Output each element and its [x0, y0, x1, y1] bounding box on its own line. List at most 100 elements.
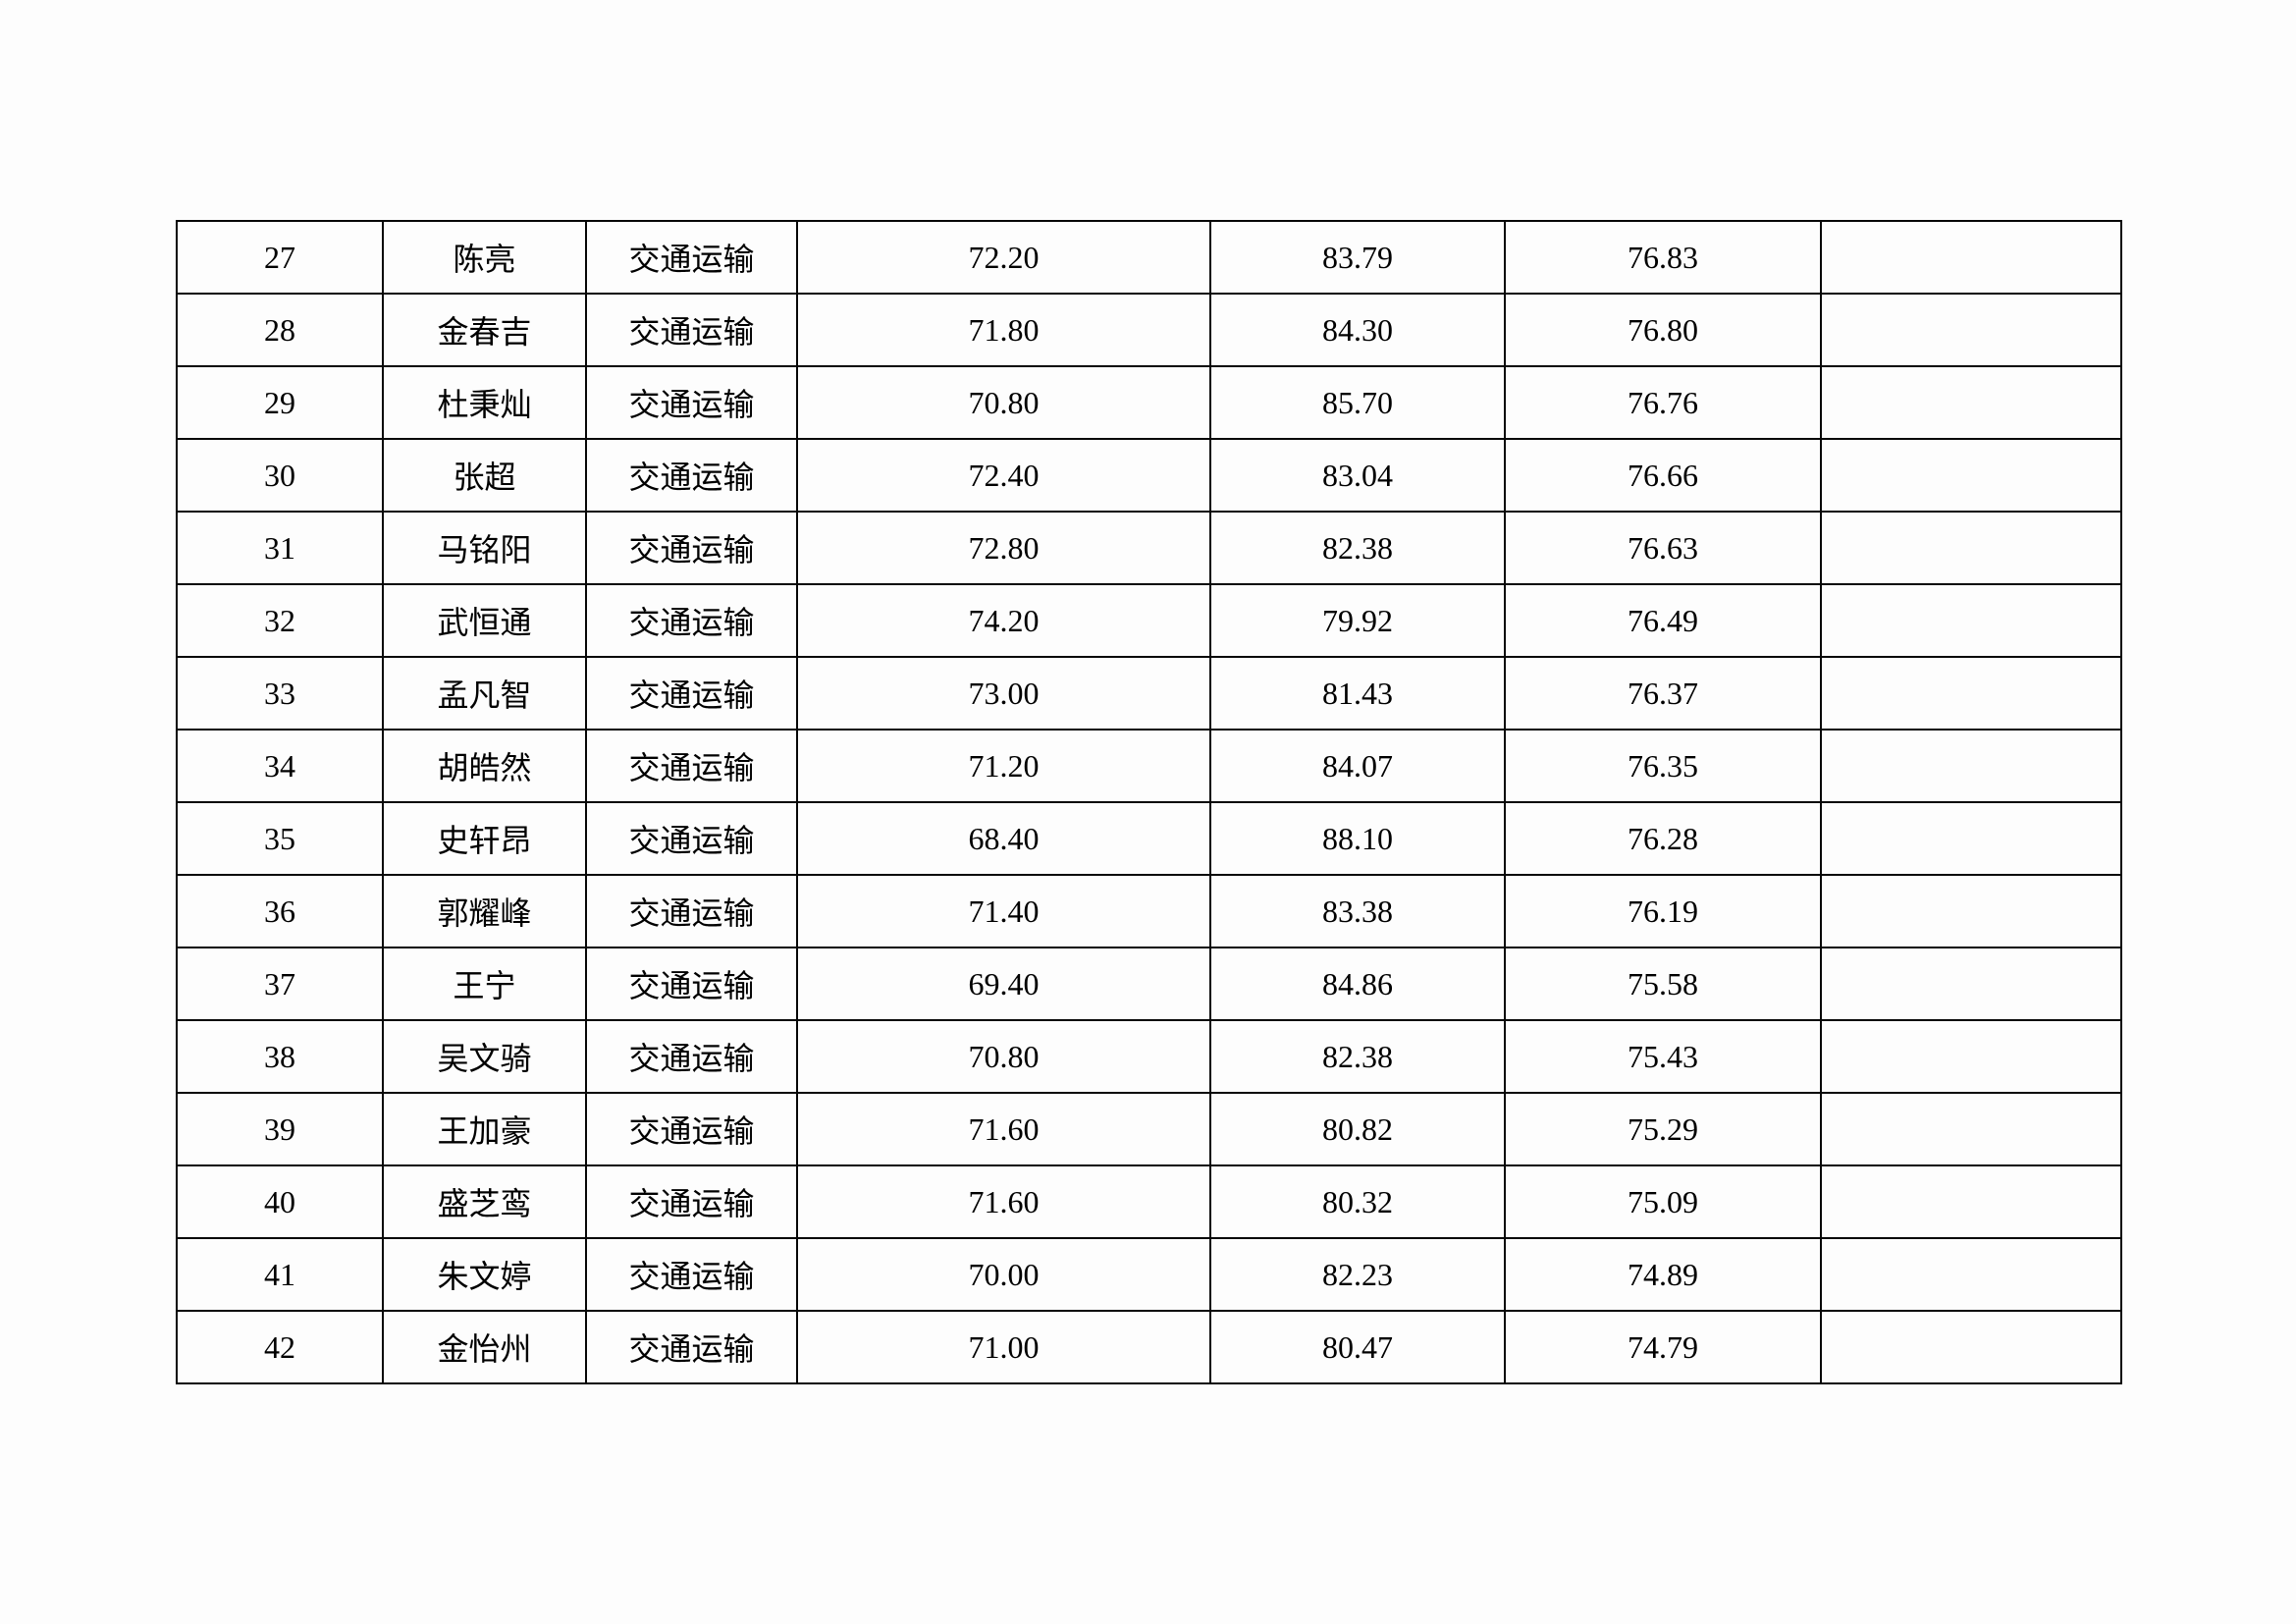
- cell-score2: 83.79: [1210, 221, 1505, 294]
- cell-empty: [1821, 439, 2121, 512]
- table-row: 36 郭耀峰 交通运输 71.40 83.38 76.19: [177, 875, 2121, 947]
- cell-category: 交通运输: [586, 947, 797, 1020]
- cell-name: 王宁: [383, 947, 586, 1020]
- cell-index: 36: [177, 875, 383, 947]
- cell-score1: 69.40: [797, 947, 1210, 1020]
- cell-category: 交通运输: [586, 730, 797, 802]
- cell-score1: 71.60: [797, 1165, 1210, 1238]
- cell-index: 42: [177, 1311, 383, 1383]
- cell-name: 吴文骑: [383, 1020, 586, 1093]
- cell-score2: 82.38: [1210, 1020, 1505, 1093]
- cell-category: 交通运输: [586, 1311, 797, 1383]
- cell-score3: 76.83: [1505, 221, 1821, 294]
- cell-score2: 85.70: [1210, 366, 1505, 439]
- cell-empty: [1821, 875, 2121, 947]
- cell-category: 交通运输: [586, 584, 797, 657]
- table-row: 33 孟凡智 交通运输 73.00 81.43 76.37: [177, 657, 2121, 730]
- cell-score3: 76.19: [1505, 875, 1821, 947]
- cell-category: 交通运输: [586, 1020, 797, 1093]
- cell-score2: 83.38: [1210, 875, 1505, 947]
- cell-index: 41: [177, 1238, 383, 1311]
- cell-score3: 74.89: [1505, 1238, 1821, 1311]
- cell-empty: [1821, 802, 2121, 875]
- cell-score3: 76.76: [1505, 366, 1821, 439]
- cell-score1: 71.20: [797, 730, 1210, 802]
- table-row: 41 朱文婷 交通运输 70.00 82.23 74.89: [177, 1238, 2121, 1311]
- cell-empty: [1821, 1311, 2121, 1383]
- table-row: 32 武恒通 交通运输 74.20 79.92 76.49: [177, 584, 2121, 657]
- cell-empty: [1821, 1093, 2121, 1165]
- table-row: 42 金怡州 交通运输 71.00 80.47 74.79: [177, 1311, 2121, 1383]
- cell-index: 31: [177, 512, 383, 584]
- table-row: 30 张超 交通运输 72.40 83.04 76.66: [177, 439, 2121, 512]
- cell-category: 交通运输: [586, 1165, 797, 1238]
- table-row: 29 杜秉灿 交通运输 70.80 85.70 76.76: [177, 366, 2121, 439]
- cell-name: 王加豪: [383, 1093, 586, 1165]
- cell-score1: 71.40: [797, 875, 1210, 947]
- cell-empty: [1821, 584, 2121, 657]
- cell-score1: 72.80: [797, 512, 1210, 584]
- cell-category: 交通运输: [586, 657, 797, 730]
- cell-score2: 82.23: [1210, 1238, 1505, 1311]
- cell-index: 34: [177, 730, 383, 802]
- cell-score1: 70.80: [797, 1020, 1210, 1093]
- cell-score1: 72.40: [797, 439, 1210, 512]
- cell-score1: 71.80: [797, 294, 1210, 366]
- cell-score3: 74.79: [1505, 1311, 1821, 1383]
- cell-index: 27: [177, 221, 383, 294]
- cell-score3: 76.37: [1505, 657, 1821, 730]
- cell-score2: 84.86: [1210, 947, 1505, 1020]
- cell-score1: 71.60: [797, 1093, 1210, 1165]
- table-row: 38 吴文骑 交通运输 70.80 82.38 75.43: [177, 1020, 2121, 1093]
- cell-score3: 75.43: [1505, 1020, 1821, 1093]
- cell-category: 交通运输: [586, 366, 797, 439]
- cell-score2: 88.10: [1210, 802, 1505, 875]
- table-row: 27 陈亮 交通运输 72.20 83.79 76.83: [177, 221, 2121, 294]
- cell-score3: 76.35: [1505, 730, 1821, 802]
- cell-score1: 74.20: [797, 584, 1210, 657]
- cell-score1: 71.00: [797, 1311, 1210, 1383]
- cell-empty: [1821, 512, 2121, 584]
- cell-score2: 80.47: [1210, 1311, 1505, 1383]
- cell-score2: 81.43: [1210, 657, 1505, 730]
- cell-name: 金春吉: [383, 294, 586, 366]
- cell-category: 交通运输: [586, 512, 797, 584]
- cell-score1: 68.40: [797, 802, 1210, 875]
- cell-category: 交通运输: [586, 221, 797, 294]
- cell-score1: 70.80: [797, 366, 1210, 439]
- data-table: 27 陈亮 交通运输 72.20 83.79 76.83 28 金春吉 交通运输…: [176, 220, 2122, 1384]
- cell-index: 40: [177, 1165, 383, 1238]
- cell-name: 马铭阳: [383, 512, 586, 584]
- cell-score3: 76.66: [1505, 439, 1821, 512]
- cell-empty: [1821, 1238, 2121, 1311]
- cell-category: 交通运输: [586, 1238, 797, 1311]
- cell-category: 交通运输: [586, 875, 797, 947]
- cell-score1: 73.00: [797, 657, 1210, 730]
- cell-score3: 76.63: [1505, 512, 1821, 584]
- cell-score3: 75.09: [1505, 1165, 1821, 1238]
- cell-score2: 80.32: [1210, 1165, 1505, 1238]
- cell-score3: 76.49: [1505, 584, 1821, 657]
- cell-empty: [1821, 947, 2121, 1020]
- table-row: 28 金春吉 交通运输 71.80 84.30 76.80: [177, 294, 2121, 366]
- cell-score3: 76.80: [1505, 294, 1821, 366]
- table-row: 40 盛芝鸾 交通运输 71.60 80.32 75.09: [177, 1165, 2121, 1238]
- cell-empty: [1821, 366, 2121, 439]
- cell-score3: 76.28: [1505, 802, 1821, 875]
- cell-score3: 75.58: [1505, 947, 1821, 1020]
- cell-score2: 84.07: [1210, 730, 1505, 802]
- cell-empty: [1821, 1165, 2121, 1238]
- cell-index: 37: [177, 947, 383, 1020]
- cell-index: 29: [177, 366, 383, 439]
- table-container: 27 陈亮 交通运输 72.20 83.79 76.83 28 金春吉 交通运输…: [176, 220, 2120, 1384]
- cell-score1: 70.00: [797, 1238, 1210, 1311]
- cell-score2: 84.30: [1210, 294, 1505, 366]
- cell-index: 32: [177, 584, 383, 657]
- cell-name: 孟凡智: [383, 657, 586, 730]
- cell-empty: [1821, 221, 2121, 294]
- cell-index: 35: [177, 802, 383, 875]
- cell-empty: [1821, 294, 2121, 366]
- cell-index: 33: [177, 657, 383, 730]
- cell-name: 胡皓然: [383, 730, 586, 802]
- cell-score2: 80.82: [1210, 1093, 1505, 1165]
